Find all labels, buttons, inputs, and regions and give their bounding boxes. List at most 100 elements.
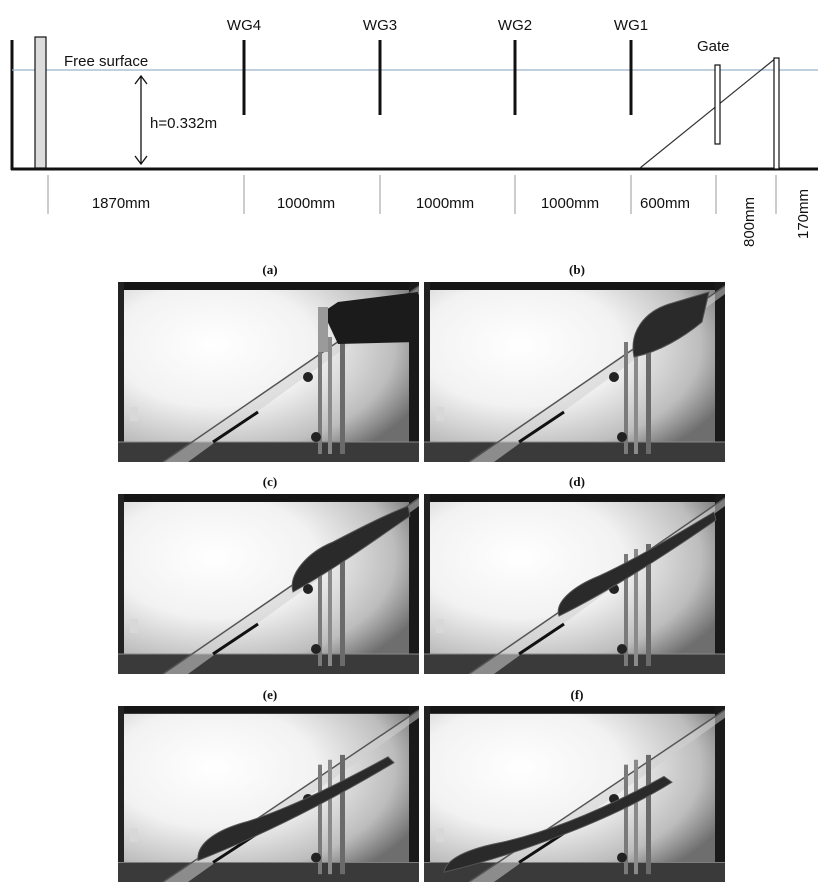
granular-pile: [291, 505, 411, 593]
gate: [714, 64, 721, 145]
tank-frame-left: [118, 706, 124, 882]
gauge-base: [311, 432, 321, 442]
tank-floor: [424, 442, 725, 462]
tank-frame-left: [424, 494, 430, 674]
photo-svg: [118, 282, 419, 462]
gauge-rod-1: [624, 342, 628, 454]
photo-e: [118, 706, 419, 882]
gauge-rod-3: [340, 544, 345, 666]
dim-800: 800mm: [741, 197, 758, 247]
panel-label-f: (f): [570, 687, 584, 702]
photo-svg: [424, 282, 725, 462]
tank-frame-right: [715, 494, 725, 674]
gauge-clamp: [303, 584, 313, 594]
photo-svg: [424, 706, 725, 882]
depth-label: h=0.332m: [150, 115, 217, 132]
gauge-base: [617, 432, 627, 442]
gauge-rod-2: [328, 337, 332, 454]
dim-170: 170mm: [795, 189, 812, 239]
tank-frame-top: [118, 282, 419, 290]
slope-shadow-bar: [212, 622, 259, 656]
side-bracket: [130, 619, 138, 633]
side-bracket: [436, 619, 444, 633]
tank-frame-right: [409, 494, 419, 674]
side-bracket: [436, 407, 444, 421]
granular-pile: [197, 756, 395, 862]
side-bracket: [130, 828, 138, 842]
back-wall: [773, 57, 780, 170]
panel-label-b: (b): [569, 262, 585, 277]
side-bracket: [130, 407, 138, 421]
gauge-base: [311, 644, 321, 654]
photo-d: [424, 494, 725, 674]
tank-frame-right: [715, 706, 725, 882]
gauge-rod-3: [646, 544, 651, 666]
photo-svg: [424, 494, 725, 674]
panel-label-c: (c): [262, 474, 278, 489]
granular-pile: [443, 775, 673, 873]
gauge-rod-3: [340, 754, 345, 875]
gauge-rod-1: [624, 554, 628, 666]
photo-a: [118, 282, 419, 462]
gauge-rod-2: [634, 759, 638, 875]
gauge-rod-2: [328, 549, 332, 666]
tank-frame-top: [424, 282, 725, 290]
panel-label-a: (a): [262, 262, 278, 277]
dim-600: 600mm: [640, 195, 690, 212]
gauge-clamp: [609, 372, 619, 382]
wg2-label: WG2: [498, 17, 532, 34]
granular-pile: [557, 511, 717, 617]
gauge-rod-1: [318, 342, 322, 454]
gate-plate: [318, 307, 328, 352]
flume-schematic: Free surface h=0.332m WG4 WG3 WG2 WG1 Ga…: [10, 17, 818, 247]
tank-frame-top: [118, 494, 419, 502]
tank-frame-right: [409, 706, 419, 882]
photo-background: [118, 706, 419, 882]
tank-frame-right: [715, 282, 725, 462]
gauge-base: [617, 852, 627, 863]
gauge-rod-1: [318, 554, 322, 666]
gauge-base: [311, 852, 321, 863]
gauge-rod-3: [340, 332, 345, 454]
slope-shadow-bar: [212, 410, 259, 444]
wave-paddle: [34, 36, 47, 169]
photo-c: [118, 494, 419, 674]
tank-frame-top: [424, 706, 725, 714]
tank-floor: [118, 442, 419, 462]
wg1-label: WG1: [614, 17, 648, 34]
held-pile: [323, 292, 418, 344]
tank-frame-left: [424, 282, 430, 462]
dim-1000-a: 1000mm: [277, 195, 335, 212]
photo-b: [424, 282, 725, 462]
photo-background: [424, 494, 725, 674]
tank-frame-top: [118, 706, 419, 714]
tank-frame-left: [118, 494, 124, 674]
side-bracket: [436, 828, 444, 842]
tank-floor: [424, 654, 725, 674]
gauge-rod-1: [624, 764, 628, 875]
wg3-label: WG3: [363, 17, 397, 34]
dim-1870: 1870mm: [92, 195, 150, 212]
photo-svg: [118, 494, 419, 674]
granular-pile: [632, 291, 710, 358]
tank-frame-right: [409, 282, 419, 462]
tank-frame-left: [118, 282, 124, 462]
slope-shadow-bar: [518, 622, 565, 656]
slope-shadow-bar: [518, 410, 565, 444]
gate-label: Gate: [697, 38, 730, 55]
free-surface-label: Free surface: [64, 53, 148, 70]
gauge-base: [617, 644, 627, 654]
gauge-rod-2: [634, 549, 638, 666]
tank-frame-top: [424, 494, 725, 502]
slope-shadow-bar: [518, 831, 565, 864]
gauge-rod-3: [646, 754, 651, 875]
photo-f: [424, 706, 725, 882]
dim-1000-c: 1000mm: [541, 195, 599, 212]
dim-1000-b: 1000mm: [416, 195, 474, 212]
panel-label-e: (e): [262, 687, 278, 702]
slope-ramp: [639, 57, 777, 169]
wg4-label: WG4: [227, 17, 261, 34]
gauge-rod-3: [646, 332, 651, 454]
tank-floor: [118, 862, 419, 882]
gauge-rod-2: [328, 759, 332, 875]
